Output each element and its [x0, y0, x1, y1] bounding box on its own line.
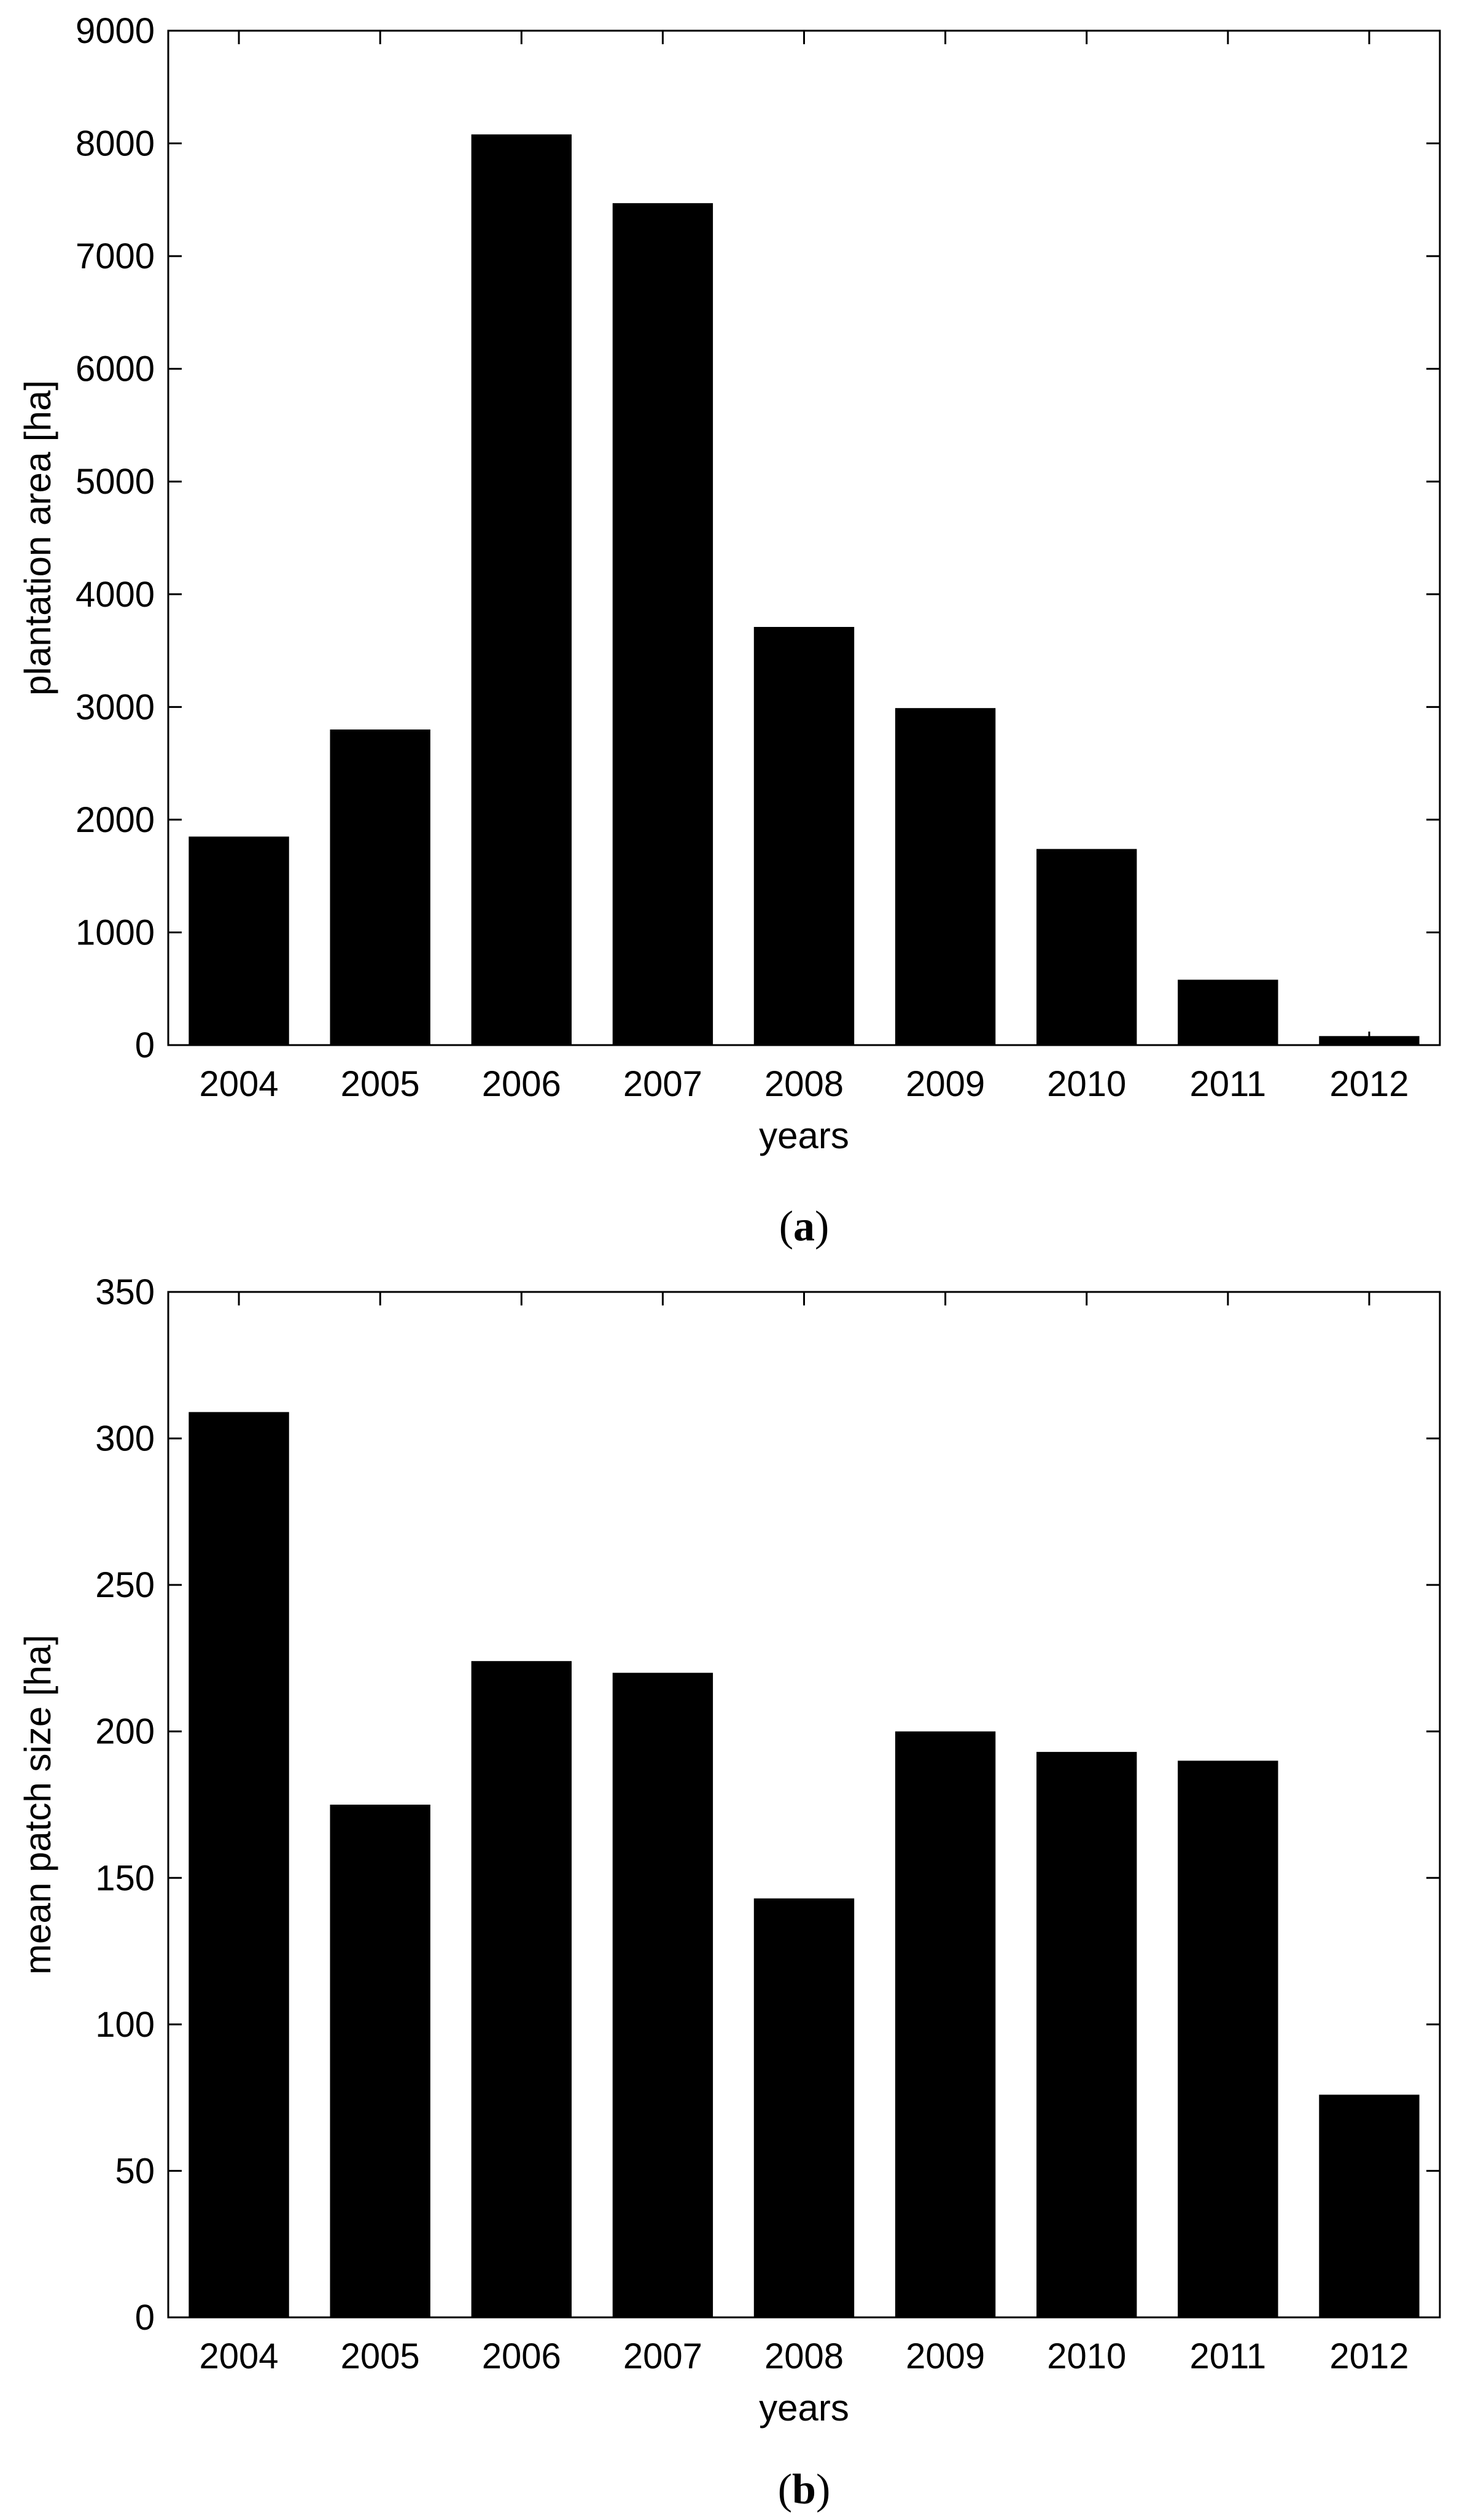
- bar-2006: [471, 1661, 572, 2317]
- bar-2011: [1178, 1760, 1278, 2317]
- x-tick-label: 2006: [482, 2336, 561, 2376]
- bar-2007: [612, 203, 713, 1046]
- y-tick-label: 200: [95, 1712, 155, 1752]
- panel-letter: a: [793, 1203, 815, 1250]
- bar-2009: [895, 1731, 996, 2317]
- x-tick-label: 2008: [764, 2336, 844, 2376]
- x-tick-label: 2007: [623, 2336, 702, 2376]
- y-tick-label: 8000: [76, 124, 155, 164]
- y-tick-label: 100: [95, 2005, 155, 2045]
- y-tick-label: 250: [95, 1565, 155, 1605]
- x-tick-label: 2009: [906, 1064, 985, 1104]
- y-tick-label: 150: [95, 1858, 155, 1898]
- y-tick-label: 7000: [76, 236, 155, 276]
- y-tick-label: 50: [115, 2151, 155, 2191]
- x-tick-label: 2006: [482, 1064, 561, 1104]
- y-tick-label: 0: [135, 2298, 155, 2338]
- bar-2007: [612, 1673, 713, 2317]
- y-axis-label: plantation area [ha]: [17, 380, 58, 696]
- x-tick-label: 2004: [200, 2336, 279, 2376]
- bar-2012: [1319, 2094, 1420, 2317]
- x-tick-labels: 2004 2005 2006 2007 2008 2009 2010 2011 2012: [200, 1064, 1409, 1104]
- y-tick-labels: 0 50 100 150 200 250 300 350: [95, 1272, 155, 2338]
- x-tick-label: 2011: [1189, 1064, 1266, 1104]
- y-tick-label: 6000: [76, 349, 155, 389]
- y-tick-label: 5000: [76, 462, 155, 502]
- bar-2008: [753, 1898, 855, 2317]
- x-tick-label: 2005: [341, 1064, 420, 1104]
- bars: [189, 134, 1420, 1046]
- y-tick-label: 0: [135, 1025, 155, 1065]
- x-tick-label: 2010: [1047, 1064, 1126, 1104]
- y-tick-label: 9000: [76, 11, 155, 51]
- x-tick-label: 2012: [1329, 1064, 1409, 1104]
- panel-label: (b): [778, 2466, 831, 2513]
- x-tick-label: 2007: [623, 1064, 702, 1104]
- bar-2010: [1036, 1752, 1137, 2317]
- y-tick-label: 4000: [76, 575, 155, 615]
- x-tick-label: 2004: [200, 1064, 279, 1104]
- x-tick-labels: 2004 2005 2006 2007 2008 2009 2010 2011 2012: [200, 2336, 1409, 2376]
- x-tick-label: 2011: [1189, 2336, 1266, 2376]
- panel-letter: b: [792, 2466, 816, 2513]
- tick-marks: [168, 1291, 1440, 2319]
- y-tick-label: 1000: [76, 912, 155, 952]
- chart-a: 0 1000 2000 3000 4000 5000 6000 7000 8000 9000 20…: [17, 11, 1441, 1250]
- panel-label: (a): [779, 1203, 830, 1250]
- x-axis-label: years: [759, 1115, 849, 1156]
- bar-2004: [189, 836, 289, 1045]
- x-tick-label: 2008: [764, 1064, 844, 1104]
- x-tick-label: 2012: [1329, 2336, 1409, 2376]
- y-tick-label: 2000: [76, 800, 155, 840]
- x-tick-label: 2005: [341, 2336, 420, 2376]
- bar-2008: [753, 627, 855, 1045]
- x-tick-label: 2010: [1047, 2336, 1126, 2376]
- y-tick-labels: 0 1000 2000 3000 4000 5000 6000 7000 8000 9000: [76, 11, 155, 1065]
- y-tick-label: 300: [95, 1419, 155, 1459]
- bar-2004: [189, 1412, 289, 2317]
- bar-2005: [330, 1805, 430, 2317]
- bar-2010: [1036, 849, 1137, 1045]
- y-tick-label: 3000: [76, 687, 155, 727]
- x-axis-label: years: [759, 2387, 849, 2429]
- y-axis-label: mean patch size [ha]: [17, 1635, 58, 1975]
- x-tick-label: 2009: [906, 2336, 985, 2376]
- bars: [189, 1412, 1420, 2317]
- bar-2005: [330, 729, 430, 1045]
- y-tick-label: 350: [95, 1272, 155, 1312]
- bar-2006: [471, 134, 572, 1046]
- tick-marks: [168, 29, 1440, 1046]
- bar-2009: [895, 708, 996, 1045]
